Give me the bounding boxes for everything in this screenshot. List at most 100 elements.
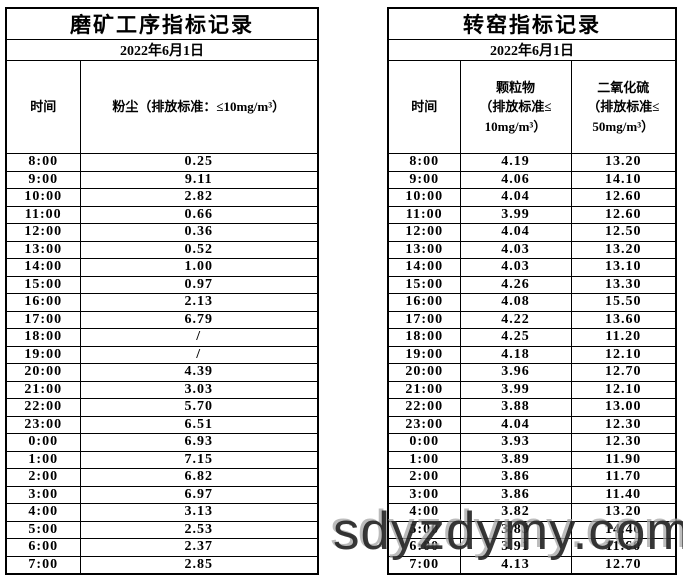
value-cell: 14.40: [570, 520, 677, 539]
value-cell: 12.70: [570, 555, 677, 575]
time-cell: 22:00: [5, 398, 81, 417]
table-row: 20:00 4.39: [5, 363, 319, 382]
value-cell: 3.88: [459, 398, 572, 417]
time-cell: 6:00: [5, 538, 81, 557]
value-cell: 0.52: [79, 240, 319, 259]
table-header-row: 时间 粉尘（排放标准：≤10mg/m³）: [5, 60, 319, 154]
time-cell: 13:00: [5, 240, 81, 259]
table-row: 15:00 4.26 13.30: [387, 275, 677, 294]
value-cell: 12.30: [570, 415, 677, 434]
table-row: 11:00 0.66: [5, 205, 319, 224]
table-row: 16:00 2.13: [5, 293, 319, 312]
time-cell: 17:00: [387, 310, 461, 329]
time-cell: 8:00: [5, 153, 81, 172]
time-cell: 1:00: [387, 450, 461, 469]
table-row: 21:00 3.03: [5, 380, 319, 399]
column-header-sulfur-dioxide: 二氧化硫 （排放标准≤ 50mg/m³）: [570, 60, 677, 154]
value-cell: 2.13: [79, 293, 319, 312]
table-row: 22:00 3.88 13.00: [387, 398, 677, 417]
value-cell: 4.03: [459, 240, 572, 259]
value-cell: 11.40: [570, 485, 677, 504]
time-cell: 21:00: [387, 380, 461, 399]
value-cell: 12.70: [570, 363, 677, 382]
value-cell: /: [79, 345, 319, 364]
table-row: 5:00 2.53: [5, 520, 319, 539]
value-cell: 4.26: [459, 275, 572, 294]
value-cell: 3.86: [459, 468, 572, 487]
value-cell: 13.60: [570, 310, 677, 329]
time-cell: 19:00: [387, 345, 461, 364]
table-date-row: 2022年6月1日: [387, 39, 677, 61]
value-cell: 11.90: [570, 450, 677, 469]
table-row: 16:00 4.08 15.50: [387, 293, 677, 312]
value-cell: 0.25: [79, 153, 319, 172]
table-row: 14:00 1.00: [5, 258, 319, 277]
table-row: 9:00 4.06 14.10: [387, 170, 677, 189]
table-row: 13:00 4.03 13.20: [387, 240, 677, 259]
value-cell: 6.97: [79, 485, 319, 504]
value-cell: 13.20: [570, 153, 677, 172]
value-cell: 12.50: [570, 223, 677, 242]
time-cell: 15:00: [387, 275, 461, 294]
value-cell: 4.13: [459, 555, 572, 575]
value-cell: 4.08: [459, 293, 572, 312]
table-row: 9:00 9.11: [5, 170, 319, 189]
column-header-time: 时间: [387, 60, 461, 154]
value-cell: 0.66: [79, 205, 319, 224]
time-cell: 0:00: [5, 433, 81, 452]
value-cell: 2.85: [79, 555, 319, 575]
table-row: 17:00 6.79: [5, 310, 319, 329]
table-row: 21:00 3.99 12.10: [387, 380, 677, 399]
value-cell: 13.00: [570, 398, 677, 417]
table-row: 20:00 3.96 12.70: [387, 363, 677, 382]
time-cell: 16:00: [5, 293, 81, 312]
time-cell: 16:00: [387, 293, 461, 312]
time-cell: 0:00: [387, 433, 461, 452]
value-cell: 3.99: [459, 205, 572, 224]
time-cell: 18:00: [387, 328, 461, 347]
time-cell: 22:00: [387, 398, 461, 417]
value-cell: 4.04: [459, 415, 572, 434]
table-row: 0:00 3.93 12.30: [387, 433, 677, 452]
table-title-row: 转窑指标记录: [387, 7, 677, 40]
table-row: 6:00 3.91 11.60: [387, 538, 677, 557]
value-cell: 6.51: [79, 415, 319, 434]
value-cell: 3.89: [459, 450, 572, 469]
table-row: 2:00 6.82: [5, 468, 319, 487]
table-row: 18:00 4.25 11.20: [387, 328, 677, 347]
grinding-record-table: 磨矿工序指标记录 2022年6月1日 时间 粉尘（排放标准：≤10mg/m³） …: [5, 7, 319, 575]
value-cell: 4.06: [459, 170, 572, 189]
time-cell: 9:00: [5, 170, 81, 189]
time-cell: 19:00: [5, 345, 81, 364]
value-cell: 4.04: [459, 188, 572, 207]
value-cell: 13.20: [570, 503, 677, 522]
time-cell: 13:00: [387, 240, 461, 259]
time-cell: 18:00: [5, 328, 81, 347]
value-cell: 11.70: [570, 468, 677, 487]
kiln-record-table: 转窑指标记录 2022年6月1日 时间 颗粒物 （排放标准≤ 10mg/m³） …: [387, 7, 678, 575]
table-row: 1:00 3.89 11.90: [387, 450, 677, 469]
value-cell: 12.30: [570, 433, 677, 452]
value-cell: 3.82: [459, 503, 572, 522]
value-cell: 3.83: [459, 520, 572, 539]
table-row: 12:00 0.36: [5, 223, 319, 242]
table-row: 17:00 4.22 13.60: [387, 310, 677, 329]
value-cell: 3.13: [79, 503, 319, 522]
table-row: 23:00 6.51: [5, 415, 319, 434]
grinding-table-title: 磨矿工序指标记录: [5, 7, 319, 40]
value-cell: 1.00: [79, 258, 319, 277]
value-cell: 4.22: [459, 310, 572, 329]
time-cell: 4:00: [5, 503, 81, 522]
value-cell: 0.97: [79, 275, 319, 294]
value-cell: 6.79: [79, 310, 319, 329]
value-cell: 13.10: [570, 258, 677, 277]
value-cell: 4.39: [79, 363, 319, 382]
time-cell: 12:00: [387, 223, 461, 242]
time-cell: 8:00: [387, 153, 461, 172]
table-row: 4:00 3.82 13.20: [387, 503, 677, 522]
table-row: 10:00 2.82: [5, 188, 319, 207]
value-cell: 3.91: [459, 538, 572, 557]
time-cell: 3:00: [5, 485, 81, 504]
time-cell: 14:00: [387, 258, 461, 277]
table-row: 0:00 6.93: [5, 433, 319, 452]
